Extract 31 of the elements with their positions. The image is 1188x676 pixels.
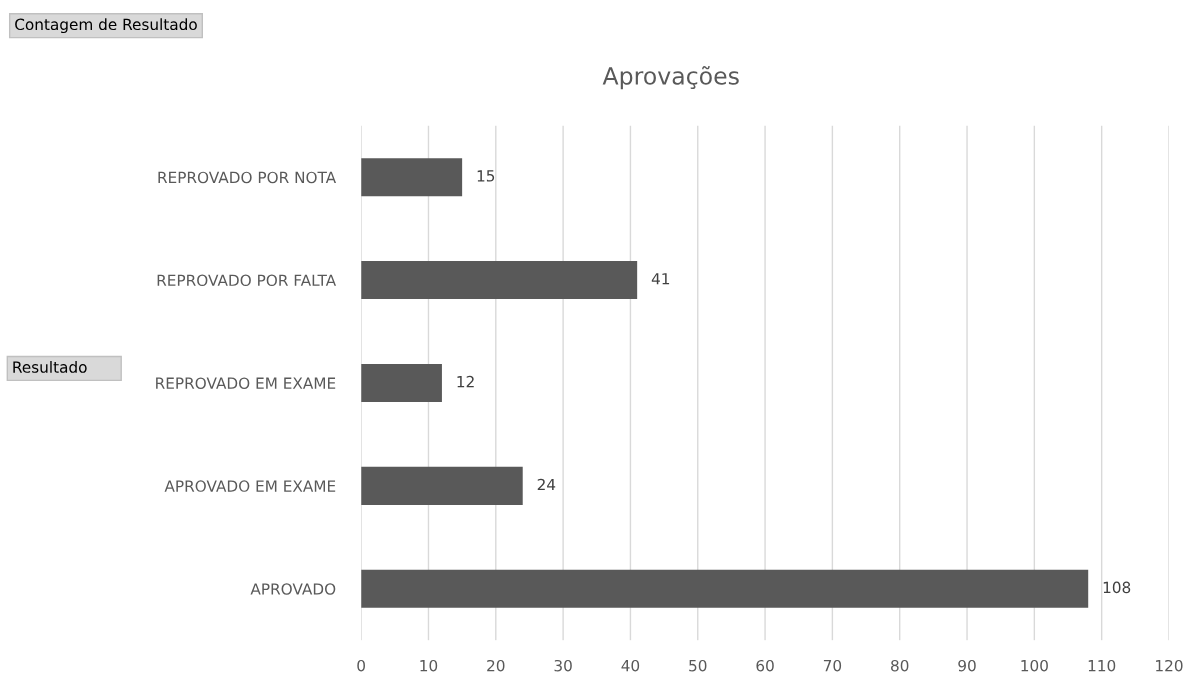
- bar: [361, 261, 638, 300]
- x-tick-label: 80: [891, 659, 909, 672]
- x-tick-label: 20: [487, 659, 505, 672]
- y-tick-label: APROVADO EM EXAME: [164, 480, 336, 492]
- data-label: 15: [477, 170, 495, 182]
- chart-title: Aprovações: [602, 66, 739, 90]
- x-tick-label: 50: [689, 659, 707, 672]
- x-tick-label: 110: [1088, 659, 1116, 672]
- x-tick-label: 70: [823, 659, 842, 672]
- x-tick-label: 30: [554, 659, 572, 672]
- text: Contagem de Resultado: [15, 18, 197, 34]
- y-tick-label: APROVADO: [250, 583, 336, 595]
- text: Resultado: [13, 361, 87, 373]
- data-label: 24: [537, 478, 556, 491]
- data-label: 41: [651, 273, 670, 285]
- x-tick-label: 120: [1156, 659, 1183, 672]
- x-tick-label: 60: [756, 659, 774, 672]
- x-tick-label: 10: [420, 659, 438, 672]
- y-tick-label: REPROVADO EM EXAME: [156, 377, 336, 389]
- bar: [361, 363, 442, 402]
- y-tick-label: REPROVADO POR NOTA: [158, 171, 337, 184]
- data-label: 12: [457, 375, 474, 388]
- bar: [361, 158, 463, 197]
- data-label: 108: [1103, 581, 1131, 594]
- x-tick-label: 90: [958, 659, 976, 672]
- x-tick-label: 40: [621, 659, 640, 672]
- bar: [361, 569, 1089, 608]
- y-tick-label: REPROVADO POR FALTA: [157, 274, 337, 287]
- x-tick-label: 100: [1021, 659, 1048, 672]
- bar: [361, 466, 523, 505]
- x-tick-label: 0: [357, 659, 365, 672]
